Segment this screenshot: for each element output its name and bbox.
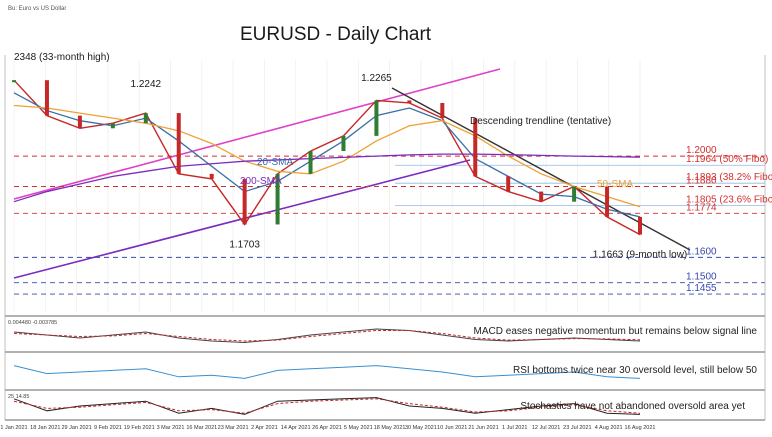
rsi-note: RSI bottoms twice near 30 oversold level…	[513, 365, 757, 376]
x-tick-label: 10 Jun 2021	[437, 425, 467, 431]
price-point	[440, 102, 445, 119]
x-tick-label: 29 Jan 2021	[61, 425, 91, 431]
x-tick-label: 21 Jun 2021	[468, 425, 498, 431]
grid	[13, 60, 641, 312]
x-tick-label: 4 Aug 2021	[595, 425, 623, 431]
price-level-label: 1.1893 (38.2% Fibo)	[686, 172, 772, 183]
price-annotation: 1.2265	[361, 73, 392, 84]
price-point	[308, 151, 313, 174]
price-point	[605, 186, 610, 217]
x-tick-label: 12 Jul 2021	[532, 425, 560, 431]
price-level-label: 1.1880	[686, 176, 717, 187]
indicator-panes: 0.004480 -0.003785 MACD eases negative m…	[4, 55, 766, 421]
x-tick-label: 23 Jul 2021	[563, 425, 591, 431]
macd-header: 0.004480 -0.003785	[8, 320, 57, 326]
indicator-line	[13, 398, 641, 414]
fibo-levels	[395, 164, 765, 206]
stochastics-pane	[13, 397, 641, 415]
price-point	[407, 100, 412, 103]
x-tick-label: 26 Apr 2021	[312, 425, 342, 431]
stoch-note: Stochastics have not abandoned oversold …	[520, 401, 745, 412]
price-point	[638, 216, 642, 235]
x-tick-label: 16 Mar 2021	[186, 425, 217, 431]
series-line	[13, 104, 641, 208]
price-point	[176, 113, 181, 174]
price-level-label: 1.1600	[686, 246, 717, 257]
line-label-20sma: 20-SMA	[257, 157, 293, 168]
line-label-trendline: Descending trendline (tentative)	[470, 116, 611, 127]
series-line	[13, 92, 641, 218]
price-level-label: 1.1774	[686, 202, 717, 213]
x-tick-label: 1 Jan 2021	[0, 425, 27, 431]
x-tick-label: 2 Apr 2021	[251, 425, 278, 431]
x-tick-label: 9 Feb 2021	[94, 425, 122, 431]
rsi-pane	[13, 365, 641, 379]
upper-channel-line	[13, 68, 501, 200]
price-point	[539, 191, 544, 202]
stoch-header: 25 14.85	[8, 394, 29, 400]
price-point	[44, 80, 49, 116]
line-label-200sma: 200-SMA	[240, 176, 282, 187]
price-point	[341, 135, 346, 152]
price-annotation: 1.1663 (9-month low)	[593, 249, 688, 260]
lower-channel-line	[13, 159, 471, 279]
price-annotation: 2348 (33-month high)	[14, 52, 110, 63]
series-line	[13, 79, 641, 236]
chart-title: EURUSD - Daily Chart	[240, 24, 432, 45]
x-tick-label: 30 May 2021	[405, 425, 437, 431]
corner-label: Bu: Euro vs US Dollar	[8, 6, 66, 12]
x-tick-label: 5 May 2021	[344, 425, 373, 431]
annotations: 2348 (33-month high) 1.2242 1.1703 1.2265 1.…	[14, 52, 687, 260]
price-level-label: 1.1964 (50% Fibo)	[686, 154, 768, 165]
price-point	[572, 186, 577, 202]
price-level-label: 1.2000	[686, 145, 717, 156]
price-point	[506, 176, 511, 192]
x-tick-label: 14 Apr 2021	[281, 425, 311, 431]
x-tick-label: 3 Mar 2021	[157, 425, 185, 431]
x-tick-label: 16 Aug 2021	[625, 425, 656, 431]
series	[12, 79, 642, 236]
x-tick-label: 23 Mar 2021	[218, 425, 249, 431]
x-tick-label: 18 May 2021	[374, 425, 406, 431]
price-level-label: 1.1455	[686, 283, 717, 294]
price-point	[209, 173, 214, 179]
price-point	[143, 113, 148, 124]
x-tick-label: 1 Jul 2021	[502, 425, 527, 431]
x-tick-label: 18 Jan 2021	[30, 425, 60, 431]
macd-pane	[13, 328, 641, 344]
price-level-label: 1.1805 (23.6% Fibo)	[686, 194, 772, 205]
line-label-50sma: 50-SMA	[597, 179, 633, 190]
price-point	[275, 173, 280, 225]
x-tick-label: 19 Feb 2021	[124, 425, 155, 431]
price-annotation: 1.1703	[229, 239, 260, 250]
price-point	[77, 115, 82, 129]
price-point	[12, 80, 16, 83]
price-point	[473, 118, 478, 177]
indicator-line	[13, 328, 641, 344]
price-annotation: 1.2242	[130, 79, 161, 90]
indicator-line	[13, 365, 641, 379]
price-point	[242, 178, 247, 225]
macd-note: MACD eases negative momentum but remains…	[474, 326, 758, 337]
x-axis-ticks: 1 Jan 2021 18 Jan 2021 29 Jan 2021 9 Feb 20…	[0, 425, 655, 431]
price-level-label: 1.1500	[686, 272, 717, 283]
indicator-line	[13, 397, 641, 415]
price-point	[374, 100, 379, 136]
price-point	[110, 123, 115, 129]
series-line	[13, 153, 641, 203]
